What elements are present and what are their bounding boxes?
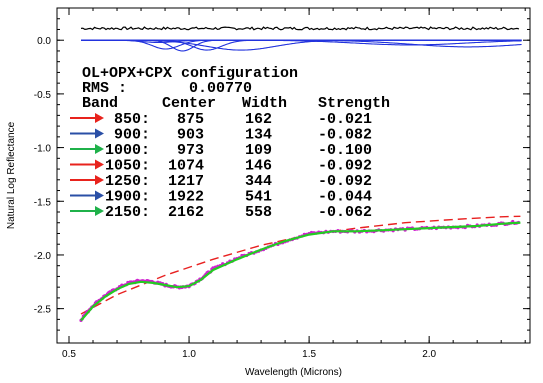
y-tick-label: -2.5 xyxy=(34,305,52,316)
table-header: Center xyxy=(162,95,216,112)
rms-label: RMS : xyxy=(82,80,127,97)
x-axis-title: Wavelength (Microns) xyxy=(245,367,342,378)
band-strength: -0.082 xyxy=(318,127,372,144)
axis-ticks: 0.5 1.0 1.5 2.0 0.0 -0.5 -1.0 -1.5 -2.0 -2.5 xyxy=(34,8,530,360)
band-width: 162 xyxy=(245,111,272,128)
band-center: 973 xyxy=(177,142,204,159)
y-tick-label: -1.0 xyxy=(34,144,52,155)
band-center: 2162 xyxy=(168,204,204,221)
band-center: 1217 xyxy=(168,173,204,190)
series-layer xyxy=(79,26,522,322)
y-tick-label: -2.0 xyxy=(34,251,52,262)
band-arrow-head xyxy=(95,175,104,185)
band-center: 1074 xyxy=(168,158,204,175)
band-strength: -0.021 xyxy=(318,111,372,128)
band-label: 1900: xyxy=(105,189,150,206)
y-tick-label: -1.5 xyxy=(34,197,52,208)
band-label: 1250: xyxy=(105,173,150,190)
y-tick-label: 0.0 xyxy=(37,36,51,47)
band-width: 541 xyxy=(245,189,272,206)
band-gaussian-line xyxy=(81,39,522,48)
band-label: 1000: xyxy=(105,142,150,159)
band-arrow-head xyxy=(95,144,104,154)
band-strength: -0.044 xyxy=(318,189,372,206)
rms-value: 0.00770 xyxy=(189,80,252,97)
table-header: Width xyxy=(242,95,287,112)
band-width: 134 xyxy=(245,127,272,144)
band-label: 1050: xyxy=(105,158,150,175)
band-width: 109 xyxy=(245,142,272,159)
band-label: 2150: xyxy=(105,204,150,221)
band-strength: -0.100 xyxy=(318,142,372,159)
band-arrow-head xyxy=(95,128,104,139)
x-tick-label: 1.5 xyxy=(302,349,316,360)
plot-frame xyxy=(56,7,531,344)
band-arrow-head xyxy=(95,113,104,123)
band-center: 1922 xyxy=(168,189,204,206)
y-axis-title: Natural Log Reflectance xyxy=(6,121,17,229)
config-title: OL+OPX+CPX configuration xyxy=(82,65,298,82)
band-label: 850: xyxy=(114,111,150,128)
x-tick-label: 2.0 xyxy=(422,349,436,360)
band-arrow-head xyxy=(95,190,104,201)
model-fit-line xyxy=(80,221,521,322)
x-tick-label: 0.5 xyxy=(62,349,76,360)
x-tick-label: 1.0 xyxy=(182,349,196,360)
band-arrow-head xyxy=(95,159,104,170)
band-width: 344 xyxy=(245,173,272,190)
band-strength: -0.092 xyxy=(318,158,372,175)
band-strength: -0.062 xyxy=(318,204,372,221)
band-center: 875 xyxy=(177,111,204,128)
band-center: 903 xyxy=(177,127,204,144)
band-arrow-head xyxy=(95,206,104,216)
continuum-line xyxy=(80,215,521,315)
table-header: Strength xyxy=(318,95,390,112)
band-strength: -0.092 xyxy=(318,173,372,190)
band-width: 558 xyxy=(245,204,272,221)
band-label: 900: xyxy=(114,127,150,144)
band-width: 146 xyxy=(245,158,272,175)
y-tick-label: -0.5 xyxy=(34,90,52,101)
residual-line xyxy=(80,26,520,31)
table-header: Band xyxy=(82,95,118,112)
